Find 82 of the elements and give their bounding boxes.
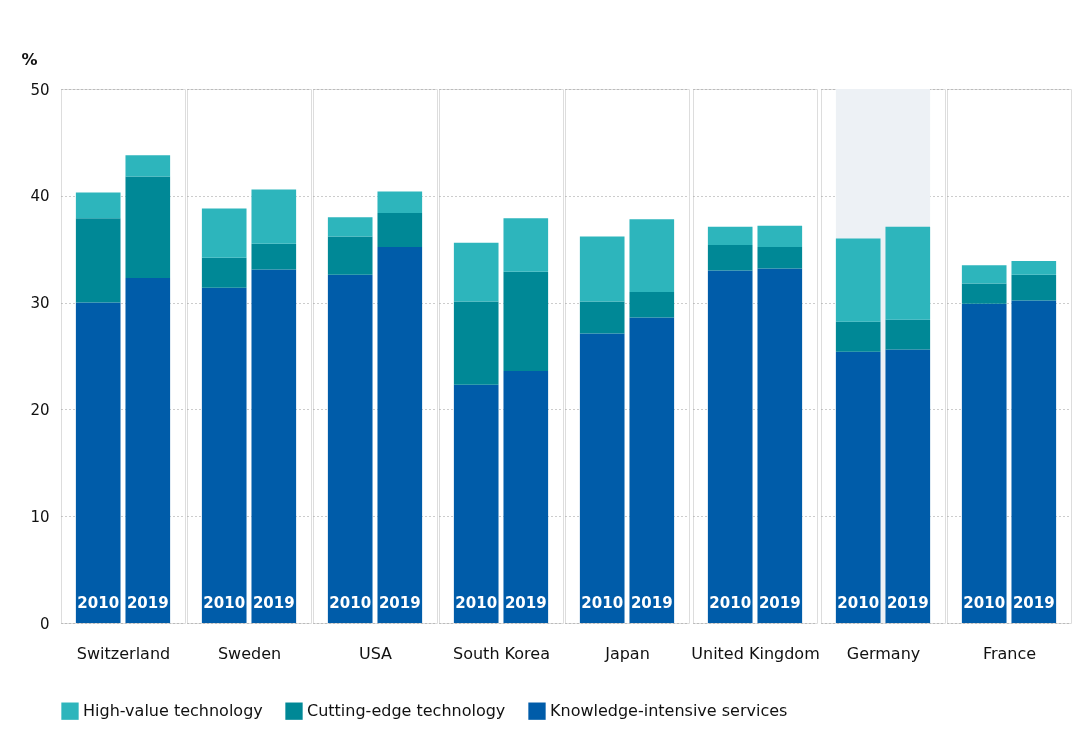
x-tick-label: 2010 bbox=[963, 593, 1006, 612]
x-tick-label: 2019 bbox=[758, 593, 801, 612]
bar bbox=[503, 218, 549, 272]
bar bbox=[885, 226, 931, 320]
x-tick-label: 2019 bbox=[630, 593, 673, 612]
x-axis-title: Japan bbox=[604, 643, 650, 663]
bar bbox=[503, 370, 549, 623]
x-axis-title: USA bbox=[358, 643, 393, 663]
legend-label: High-value technology bbox=[83, 701, 263, 721]
bar bbox=[125, 155, 171, 177]
x-axis-title: United Kingdom bbox=[691, 643, 820, 663]
bar bbox=[835, 321, 881, 352]
bar bbox=[707, 244, 753, 271]
y-tick-label: 50 bbox=[30, 80, 50, 99]
bar bbox=[707, 270, 753, 623]
y-tick-label: 20 bbox=[30, 400, 50, 419]
x-axis-title: Switzerland bbox=[76, 643, 171, 663]
bar bbox=[75, 218, 121, 303]
x-tick-label: 2019 bbox=[886, 593, 929, 612]
y-tick-label: 40 bbox=[30, 187, 50, 206]
y-tick-label: 10 bbox=[30, 507, 50, 526]
bar bbox=[125, 278, 171, 623]
x-tick-label: 2019 bbox=[1012, 593, 1055, 612]
bar bbox=[251, 189, 297, 244]
bar bbox=[1011, 260, 1057, 275]
bar bbox=[377, 191, 423, 213]
bar bbox=[835, 351, 881, 623]
bar bbox=[757, 225, 803, 248]
y-axis-title: % bbox=[21, 49, 38, 69]
bar bbox=[961, 265, 1007, 284]
bar bbox=[75, 192, 121, 219]
legend-label: Cutting-edge technology bbox=[307, 701, 506, 721]
bar bbox=[629, 291, 675, 318]
bar bbox=[885, 319, 931, 350]
x-tick-label: 2010 bbox=[709, 593, 752, 612]
x-axis-title: Sweden bbox=[217, 643, 282, 663]
x-axis-title: France bbox=[982, 643, 1037, 663]
bar bbox=[629, 219, 675, 292]
x-tick-label: 2010 bbox=[77, 593, 120, 612]
legend-label: Knowledge-intensive services bbox=[550, 701, 788, 721]
bar bbox=[251, 269, 297, 623]
x-tick-label: 2019 bbox=[252, 593, 295, 612]
x-tick-label: 2010 bbox=[581, 593, 624, 612]
bar bbox=[201, 287, 247, 623]
bar bbox=[579, 333, 625, 623]
bar bbox=[453, 384, 499, 623]
x-tick-label: 2010 bbox=[203, 593, 246, 612]
bar bbox=[961, 303, 1007, 623]
x-tick-label: 2010 bbox=[837, 593, 880, 612]
bar bbox=[961, 283, 1007, 304]
y-tick-label: 30 bbox=[30, 294, 50, 313]
x-tick-label: 2019 bbox=[126, 593, 169, 612]
x-tick-label: 2010 bbox=[329, 593, 372, 612]
bar bbox=[251, 243, 297, 270]
bar bbox=[327, 236, 373, 275]
bar bbox=[707, 226, 753, 245]
bar bbox=[453, 301, 499, 385]
bar bbox=[579, 236, 625, 302]
bar bbox=[503, 271, 549, 371]
bar bbox=[757, 247, 803, 269]
y-tick-label: 0 bbox=[39, 614, 50, 633]
bar bbox=[1011, 274, 1057, 301]
bar bbox=[201, 208, 247, 258]
bar bbox=[629, 317, 675, 623]
bar bbox=[377, 247, 423, 623]
bar bbox=[327, 217, 373, 237]
bar bbox=[885, 349, 931, 623]
bar bbox=[75, 302, 121, 623]
bar bbox=[327, 274, 373, 623]
x-tick-label: 2010 bbox=[455, 593, 498, 612]
x-axis-title: Germany bbox=[846, 643, 921, 663]
bar bbox=[835, 238, 881, 322]
x-tick-label: 2019 bbox=[378, 593, 421, 612]
bar bbox=[1011, 300, 1057, 623]
bar bbox=[579, 301, 625, 334]
bar bbox=[453, 242, 499, 302]
bar bbox=[201, 257, 247, 288]
bar bbox=[377, 212, 423, 248]
bar bbox=[125, 176, 171, 279]
x-tick-label: 2019 bbox=[504, 593, 547, 612]
bar bbox=[757, 268, 803, 623]
x-axis-title: South Korea bbox=[453, 643, 550, 663]
